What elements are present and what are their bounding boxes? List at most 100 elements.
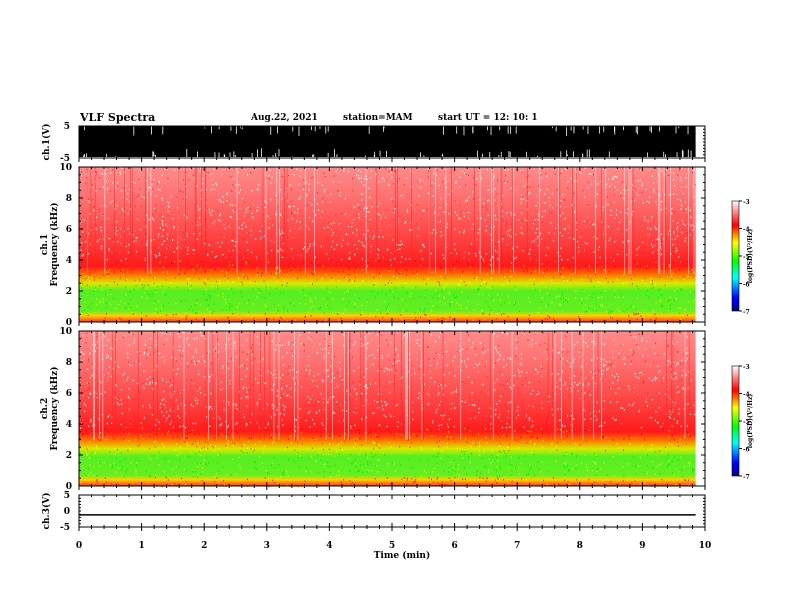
spectrogram-pixel [104, 427, 106, 429]
spectrogram-pixel [689, 434, 691, 437]
y-axis-channel-label: ch.1 [40, 234, 50, 255]
spectrogram-pixel [237, 432, 239, 434]
spectrogram-pixel [129, 291, 131, 293]
spectrogram-pixel [367, 314, 369, 317]
spectrogram-pixel [643, 216, 645, 218]
spectrogram-pixel [590, 277, 592, 279]
spectrogram-pixel [439, 301, 441, 303]
spectrogram-pixel [99, 419, 101, 422]
spectrogram-pixel [248, 261, 250, 264]
spectrogram-pixel [151, 187, 153, 190]
spectrogram-pixel [358, 297, 360, 299]
spectrogram-pixel [91, 348, 93, 351]
spectrogram-pixel [125, 424, 127, 426]
spectrogram-pixel [676, 228, 678, 230]
spectrogram-pixel [654, 419, 656, 422]
spectrogram-pixel [585, 342, 587, 344]
spectrogram-pixel [659, 473, 661, 475]
spectrogram-pixel [209, 379, 211, 381]
spectrogram-pixel [300, 431, 302, 434]
spectrogram-pixel [307, 365, 309, 367]
spectrogram-pixel [623, 274, 625, 276]
spectrogram-pixel [562, 266, 564, 269]
spectrogram-pixel [203, 315, 205, 318]
spectrogram-pixel [351, 317, 353, 319]
spectrogram-pixel [687, 275, 689, 278]
spectrogram-pixel [207, 171, 209, 174]
spectrogram-pixel [399, 464, 401, 466]
spectrogram-pixel [400, 393, 402, 396]
spectrogram-pixel [481, 278, 483, 281]
spectrogram-pixel [224, 276, 226, 278]
spectrogram-pixel [606, 313, 608, 316]
spectrogram-pixel [388, 359, 390, 361]
spectrogram-pixel [219, 279, 221, 282]
spectrogram-pixel [265, 429, 267, 431]
spectrogram-pixel [593, 340, 595, 343]
spectrogram-pixel [128, 308, 130, 311]
spectrogram-pixel [188, 308, 190, 311]
spectrogram-pixel [393, 170, 395, 172]
spectrogram-pixel [343, 271, 345, 273]
spectrogram-pixel [552, 477, 554, 479]
spectrogram-pixel [650, 237, 652, 240]
spectrogram-pixel [184, 312, 186, 315]
spectrogram-pixel [177, 435, 179, 438]
spectrogram-pixel [631, 404, 633, 407]
spectrogram-pixel [402, 196, 404, 199]
spectrogram-pixel [220, 424, 222, 427]
spectrogram-pixel [520, 227, 522, 229]
spectrogram-pixel [154, 331, 156, 334]
spectrogram-pixel [660, 248, 662, 250]
spectrogram-pixel [607, 225, 609, 228]
spectrogram-pixel [180, 226, 182, 229]
spectrogram-pixel [381, 354, 383, 357]
spectrogram-pixel [424, 308, 426, 310]
spectrogram-pixel [503, 366, 505, 369]
spectrogram-pixel [296, 220, 298, 222]
spectrogram-pixel [246, 367, 248, 370]
spectrogram-pixel [631, 283, 633, 285]
spectrogram-pixel [314, 256, 316, 258]
spectrogram-pixel [267, 403, 269, 406]
spectrogram-pixel [90, 418, 92, 421]
spectrogram-pixel [108, 250, 110, 252]
spectrogram-pixel [689, 461, 691, 464]
spectrogram-pixel [567, 187, 569, 189]
spectrogram-pixel [470, 246, 472, 249]
spectrogram-pixel [477, 232, 479, 234]
spectrogram-pixel [594, 463, 596, 465]
spectrogram-pixel [693, 300, 695, 303]
spectrogram-pixel [677, 441, 679, 443]
spectrogram-pixel [260, 478, 262, 480]
spectrogram-pixel [583, 409, 585, 411]
spectrogram-pixel [192, 249, 194, 251]
start-time-label: start UT = 12: 10: 1 [438, 113, 538, 123]
spectrogram-pixel [672, 411, 674, 413]
spectrogram-pixel [360, 190, 362, 193]
spectrogram-pixel [438, 392, 440, 394]
spectrogram-pixel [414, 371, 416, 374]
spectrogram-pixel [606, 360, 608, 363]
ch2-spectrogram-image [79, 331, 696, 486]
spectrogram-pixel [237, 171, 239, 173]
spectrogram-pixel [354, 305, 356, 308]
spectrogram-pixel [352, 231, 354, 234]
spectrogram-pixel [655, 318, 657, 320]
spectrogram-pixel [414, 311, 416, 314]
spectrogram-pixel [534, 368, 536, 371]
spectrogram-pixel [434, 211, 436, 214]
spectrogram-pixel [585, 274, 587, 277]
spectrogram-pixel [471, 404, 473, 406]
spectrogram-pixel [80, 249, 82, 252]
spectrogram-pixel [202, 182, 204, 185]
spectrogram-pixel [642, 316, 644, 318]
spectrogram-pixel [194, 363, 196, 365]
spectrogram-pixel [219, 283, 221, 285]
spectrogram-pixel [154, 300, 156, 302]
spectrogram-pixel [327, 401, 329, 404]
spectrogram-pixel [192, 443, 194, 445]
spectrogram-pixel [103, 301, 105, 303]
spectrogram-pixel [439, 284, 441, 286]
spectrogram-pixel [668, 360, 670, 362]
